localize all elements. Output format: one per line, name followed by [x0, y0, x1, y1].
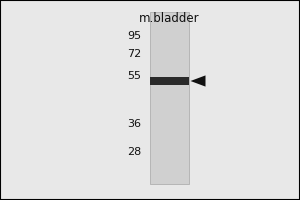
Text: 36: 36	[127, 119, 141, 129]
Text: 72: 72	[127, 49, 141, 59]
Text: 28: 28	[127, 147, 141, 157]
Bar	[150, 12, 189, 184]
Polygon shape	[190, 75, 206, 87]
Bar	[150, 77, 189, 85]
Text: 95: 95	[127, 31, 141, 41]
Text: m.bladder: m.bladder	[139, 12, 200, 25]
Text: 55: 55	[127, 71, 141, 81]
